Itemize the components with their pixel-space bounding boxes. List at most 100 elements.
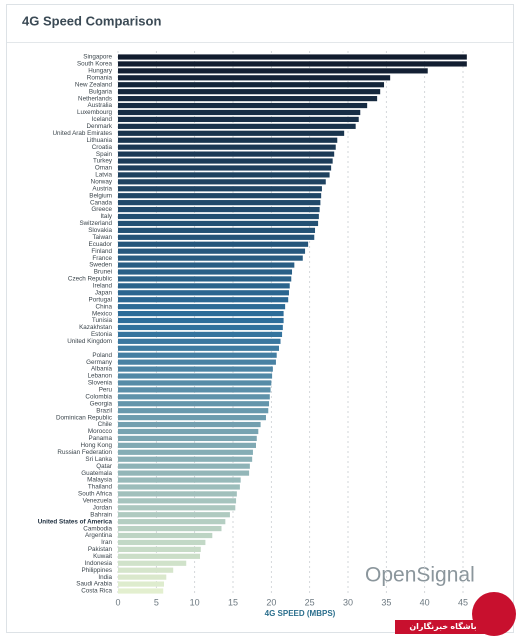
y-tick-label: Belgium: [89, 192, 112, 199]
y-tick-label: Brazil: [96, 407, 112, 414]
y-tick-label: Venezuela: [83, 498, 113, 505]
bar: [118, 380, 272, 386]
y-tick-label: Philippines: [82, 567, 112, 574]
y-tick-label: Albania: [91, 366, 113, 373]
bar: [118, 68, 428, 74]
y-tick-label: South Africa: [78, 491, 112, 498]
bar: [118, 255, 303, 261]
bar: [118, 470, 250, 476]
logo-band: [395, 620, 491, 634]
x-tick-label: 10: [190, 597, 200, 607]
x-tick-label: 40: [420, 597, 430, 607]
y-tick-label: Lebanon: [87, 373, 112, 380]
watermark: OpenSignal: [365, 564, 475, 587]
y-tick-label: Sri Lanka: [85, 456, 112, 463]
y-tick-label: Luxembourg: [77, 109, 113, 116]
bar: [118, 158, 333, 164]
y-tick-label: France: [92, 255, 112, 262]
bar: [118, 220, 319, 227]
y-tick-label: Turkey: [93, 158, 113, 165]
bar: [118, 82, 385, 88]
bar: [118, 338, 281, 344]
bar: [118, 297, 289, 303]
bar: [118, 505, 236, 511]
y-tick-label: Qatar: [96, 463, 112, 470]
bar: [118, 456, 253, 462]
y-tick-label: India: [98, 574, 112, 581]
y-tick-label: Japan: [95, 289, 113, 296]
bar: [118, 227, 316, 233]
y-tick-label: Greece: [91, 206, 112, 213]
y-tick-label: Brunei: [94, 269, 112, 276]
y-tick-label: Hungary: [88, 68, 113, 75]
bar: [118, 290, 289, 296]
bar: [118, 567, 174, 573]
y-tick-label: New Zealand: [75, 81, 113, 88]
bar: [118, 581, 164, 587]
x-tick-label: 15: [228, 597, 238, 607]
bar: [118, 442, 256, 448]
y-tick-label: Kuwait: [93, 553, 112, 560]
y-tick-label: Australia: [88, 102, 113, 109]
y-tick-label: Iceland: [92, 116, 113, 123]
bar: [118, 200, 321, 206]
y-tick-label: Hong Kong: [80, 442, 112, 449]
bar: [118, 449, 253, 455]
bar: [118, 401, 270, 407]
bar: [118, 248, 306, 254]
y-tick-label: Argentina: [85, 532, 112, 539]
bar: [118, 324, 283, 331]
y-tick-label: Latvia: [95, 172, 112, 179]
bar: [118, 89, 381, 95]
bar: [118, 123, 356, 129]
y-tick-label: Malaysia: [87, 477, 112, 484]
bar: [118, 172, 330, 178]
bar: [118, 359, 276, 365]
bar: [118, 435, 257, 442]
bar: [118, 331, 283, 338]
bar: [118, 186, 322, 192]
y-tick-label: Ecuador: [89, 241, 112, 248]
bar: [118, 137, 338, 143]
y-tick-label: Finland: [91, 248, 112, 255]
y-tick-label: Russian Federation: [57, 449, 112, 456]
bar: [118, 532, 213, 539]
y-tick-label: Cambodia: [83, 525, 112, 532]
bar: [118, 415, 266, 421]
y-tick-label: Chile: [98, 421, 113, 428]
bar: [118, 262, 295, 268]
y-tick-label: Colombia: [85, 393, 112, 400]
x-axis-label: 4G SPEED (MBPS): [265, 609, 336, 618]
bar: [118, 394, 270, 400]
x-tick-label: 5: [154, 597, 159, 607]
bar: [118, 512, 230, 518]
y-tick-label: Italy: [100, 213, 112, 220]
x-tick-label: 45: [458, 597, 468, 607]
bar: [118, 304, 286, 310]
bar: [118, 283, 290, 289]
bar: [118, 484, 240, 490]
bar: [118, 144, 336, 150]
bar: [118, 421, 261, 428]
y-tick-label: Canada: [90, 199, 113, 206]
bar: [118, 61, 467, 67]
y-tick-label: South Korea: [77, 61, 113, 68]
y-tick-label: Jordan: [93, 504, 113, 511]
y-tick-label: Slovenia: [88, 380, 113, 387]
bar: [118, 519, 226, 525]
logo: باشگاه خبرنگاران: [395, 592, 516, 636]
bar: [118, 387, 271, 393]
y-tick-label: Guatemala: [81, 470, 112, 477]
bar: [118, 234, 315, 240]
y-tick-label: Dominican Republic: [56, 414, 112, 421]
y-tick-label: United Kingdom: [67, 338, 112, 345]
y-tick-label: Bahrain: [90, 511, 112, 518]
bar: [118, 560, 187, 566]
y-tick-label: Panama: [89, 435, 113, 442]
bar: [118, 179, 326, 185]
y-tick-label: Taiwan: [92, 234, 112, 241]
y-tick-label: Pakistan: [88, 546, 113, 553]
y-tick-label: United Arab Emirates: [53, 130, 113, 137]
